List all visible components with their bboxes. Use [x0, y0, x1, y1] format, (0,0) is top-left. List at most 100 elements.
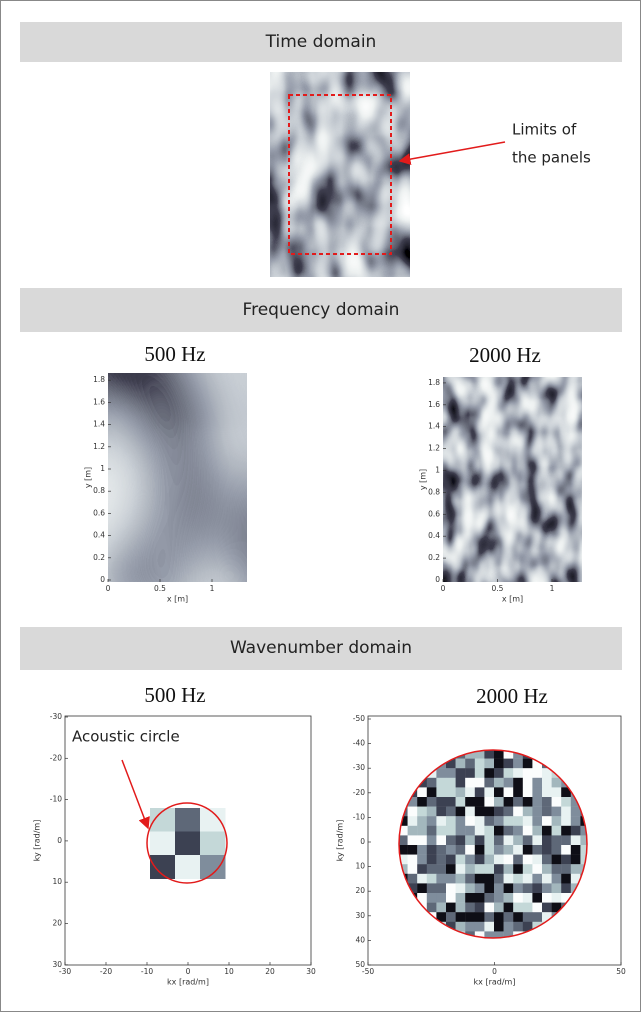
pixel: [494, 873, 504, 884]
pixel: [484, 921, 495, 932]
pixel: [455, 797, 466, 807]
x-tick-label: 0: [492, 967, 497, 976]
pixel: [494, 931, 504, 938]
pixel: [494, 777, 504, 788]
y-tick-label: 20: [355, 886, 365, 895]
spectrum-pixels: [150, 808, 226, 879]
pixel: [446, 845, 456, 855]
y-tick-label: 30: [355, 911, 365, 920]
x-tick-label: 0: [106, 584, 111, 593]
x-tick-label: 0: [441, 584, 446, 593]
arrow: [121, 759, 150, 830]
pixel: [455, 835, 466, 846]
pixel: [522, 758, 533, 769]
pixel: [465, 787, 475, 798]
pixel: [570, 873, 581, 884]
pixel: [561, 864, 571, 874]
pixel: [399, 845, 408, 855]
pixel: [503, 750, 514, 759]
pixel: [484, 931, 495, 938]
pixel: [474, 921, 485, 932]
pixel: [513, 893, 523, 903]
pixel: [561, 797, 571, 807]
pixel: [580, 845, 587, 855]
pixel: [532, 835, 543, 846]
pixel: [522, 912, 533, 922]
pixel: [426, 787, 437, 798]
y-tick-label: -20: [50, 753, 62, 762]
pixel: [484, 902, 495, 913]
y-tick-label: 0.2: [428, 553, 440, 562]
pixel: [455, 845, 466, 855]
pixel: [513, 835, 523, 846]
pixel: [570, 825, 581, 836]
pixel: [426, 797, 437, 807]
pixel: [417, 806, 427, 817]
pixel: [455, 825, 466, 836]
pixel: [465, 835, 475, 846]
annotation: Acoustic circle: [72, 728, 180, 746]
pixel: [542, 816, 552, 826]
y-tick-label: 0: [360, 837, 365, 846]
pixel: [436, 854, 447, 865]
pixel: [474, 825, 485, 836]
pixel: [494, 893, 504, 903]
pixel: [436, 797, 447, 807]
pixel: [551, 902, 562, 913]
pixel: [407, 845, 418, 855]
pixel: [513, 845, 523, 855]
section-title: Frequency domain: [243, 300, 400, 320]
pixel: [417, 797, 427, 807]
y-tick-label: -30: [353, 763, 365, 772]
pixel: [446, 912, 456, 922]
pixel: [513, 883, 523, 894]
pixel: [551, 825, 562, 836]
pixel: [532, 883, 543, 894]
pixel: [542, 893, 552, 903]
pixel: [580, 854, 587, 865]
time-image: [270, 72, 410, 277]
pixel: [175, 855, 201, 879]
pixel: [484, 873, 495, 884]
y-tick-label: 1: [100, 464, 105, 473]
pixel: [513, 864, 523, 874]
y-tick-label: 0.6: [93, 508, 105, 517]
pixel: [494, 835, 504, 846]
y-tick-label: 1.8: [93, 375, 105, 384]
axes: 0 0.2 0.4 0.6 0.8 1 1.2 1.4 1.6 1.8 0 0.5 1 x [m] y [m…: [33, 375, 626, 986]
x-tick-label: -10: [141, 967, 153, 976]
pixel: [494, 750, 504, 759]
pixel: [407, 806, 418, 817]
acoustic-circle: [146, 802, 228, 884]
pixel: [465, 758, 475, 769]
pixel: [513, 902, 523, 913]
y-tick-label: 10: [355, 862, 365, 871]
pixel: [532, 777, 543, 788]
pixel: [494, 902, 504, 913]
pixel: [436, 912, 447, 922]
pixel: [474, 931, 485, 938]
pixel: [522, 873, 533, 884]
pixel: [455, 806, 466, 817]
section-bar: [20, 22, 622, 62]
pixel: [446, 768, 456, 778]
pixel: [551, 883, 562, 894]
pixel: [570, 854, 581, 865]
x-tick-label: -30: [59, 967, 71, 976]
x-tick-label: 30: [306, 967, 316, 976]
x-tick-label: 10: [224, 967, 234, 976]
pixel: [175, 831, 201, 856]
y-tick-label: 1.4: [93, 420, 105, 429]
pixel: [513, 758, 523, 769]
pixel: [542, 806, 552, 817]
pixel: [532, 758, 543, 769]
pixel: [474, 816, 485, 826]
pixel: [484, 893, 495, 903]
pixel: [551, 816, 562, 826]
pixel: [503, 902, 514, 913]
pixel: [503, 768, 514, 778]
pixel: [570, 864, 581, 874]
pixel: [436, 787, 447, 798]
pixel: [570, 797, 581, 807]
